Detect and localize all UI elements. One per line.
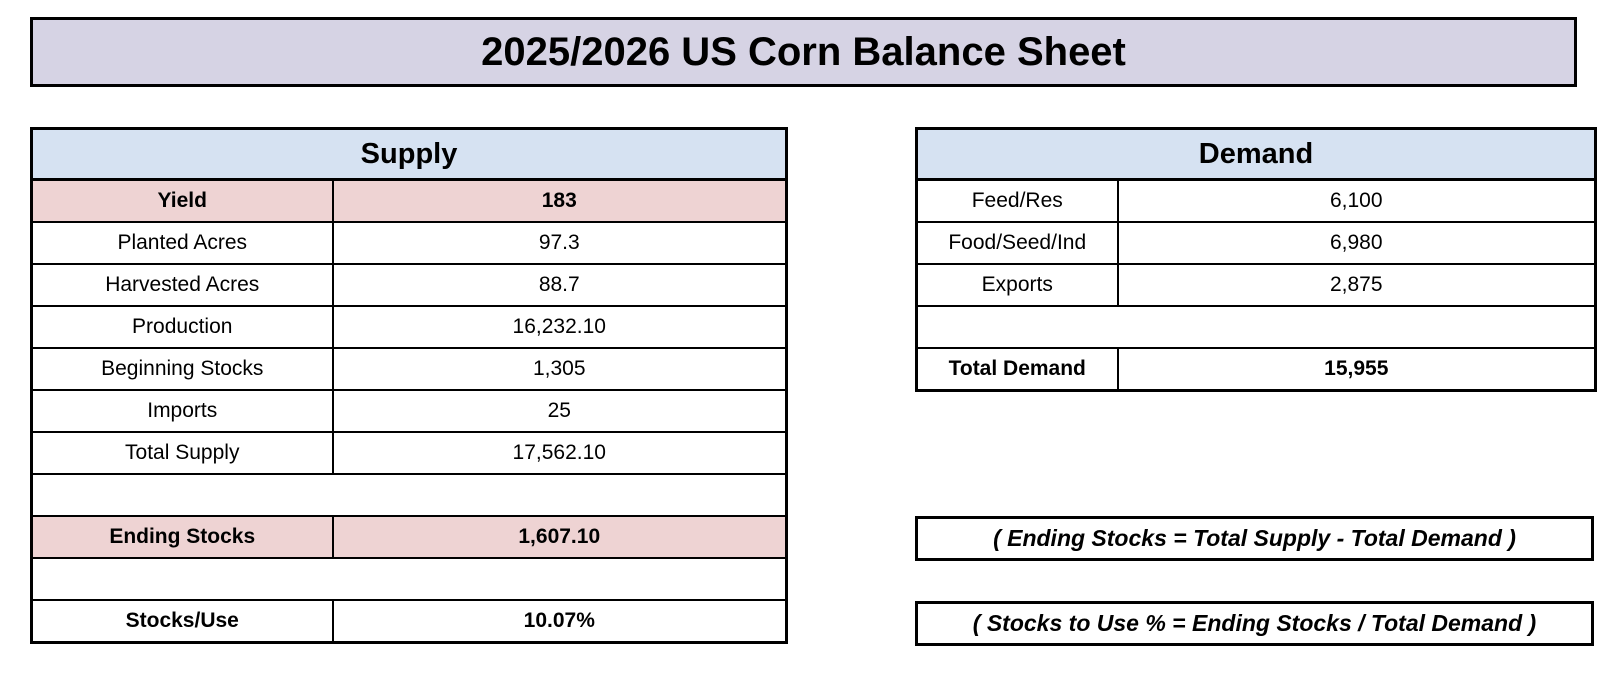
spacer-cell	[915, 305, 1597, 349]
spacer-cell	[30, 473, 788, 517]
supply-table: Supply Yield 183 Planted Acres 97.3 Harv…	[29, 127, 789, 644]
row-label-feed-res: Feed/Res	[915, 178, 1119, 223]
table-row: Stocks/Use 10.07%	[30, 599, 788, 644]
table-row: Feed/Res 6,100	[915, 178, 1597, 223]
row-label-beginning-stocks: Beginning Stocks	[30, 347, 334, 391]
spacer-row	[30, 557, 788, 601]
table-row: Beginning Stocks 1,305	[30, 347, 788, 391]
row-value-yield: 183	[331, 178, 788, 223]
supply-header: Supply	[29, 127, 789, 181]
table-row: Food/Seed/Ind 6,980	[915, 221, 1597, 265]
demand-header-row: Demand	[914, 127, 1598, 181]
row-label-yield: Yield	[30, 178, 334, 223]
row-label-total-demand: Total Demand	[915, 347, 1119, 392]
row-label-exports: Exports	[915, 263, 1119, 307]
row-label-production: Production	[30, 305, 334, 349]
row-label-imports: Imports	[30, 389, 334, 433]
demand-table: Demand Feed/Res 6,100 Food/Seed/Ind 6,98…	[914, 127, 1598, 392]
row-value-ending-stocks: 1,607.10	[331, 515, 788, 559]
row-value-stocks-use: 10.07%	[331, 599, 788, 644]
row-value-total-supply: 17,562.10	[331, 431, 788, 475]
stocks-to-use-formula-note: ( Stocks to Use % = Ending Stocks / Tota…	[915, 601, 1594, 646]
row-label-harvested-acres: Harvested Acres	[30, 263, 334, 307]
row-value-planted-acres: 97.3	[331, 221, 788, 265]
spacer-row	[30, 473, 788, 517]
table-row: Ending Stocks 1,607.10	[30, 515, 788, 559]
table-row: Production 16,232.10	[30, 305, 788, 349]
table-row: Exports 2,875	[915, 263, 1597, 307]
page-title: 2025/2026 US Corn Balance Sheet	[30, 17, 1577, 87]
row-value-production: 16,232.10	[331, 305, 788, 349]
row-label-food-seed-ind: Food/Seed/Ind	[915, 221, 1119, 265]
table-row: Harvested Acres 88.7	[30, 263, 788, 307]
table-row: Yield 183	[30, 178, 788, 223]
row-label-planted-acres: Planted Acres	[30, 221, 334, 265]
row-label-stocks-use: Stocks/Use	[30, 599, 334, 644]
row-value-feed-res: 6,100	[1116, 178, 1597, 223]
table-row: Total Supply 17,562.10	[30, 431, 788, 475]
row-value-beginning-stocks: 1,305	[331, 347, 788, 391]
table-row: Planted Acres 97.3	[30, 221, 788, 265]
row-value-exports: 2,875	[1116, 263, 1597, 307]
row-label-ending-stocks: Ending Stocks	[30, 515, 334, 559]
demand-header: Demand	[914, 127, 1598, 181]
spacer-cell	[30, 557, 788, 601]
row-value-total-demand: 15,955	[1116, 347, 1597, 392]
row-value-food-seed-ind: 6,980	[1116, 221, 1597, 265]
spacer-row	[915, 305, 1597, 349]
table-row: Total Demand 15,955	[915, 347, 1597, 392]
row-value-harvested-acres: 88.7	[331, 263, 788, 307]
row-label-total-supply: Total Supply	[30, 431, 334, 475]
table-row: Imports 25	[30, 389, 788, 433]
supply-header-row: Supply	[29, 127, 789, 181]
ending-stocks-formula-note: ( Ending Stocks = Total Supply - Total D…	[915, 516, 1594, 561]
row-value-imports: 25	[331, 389, 788, 433]
